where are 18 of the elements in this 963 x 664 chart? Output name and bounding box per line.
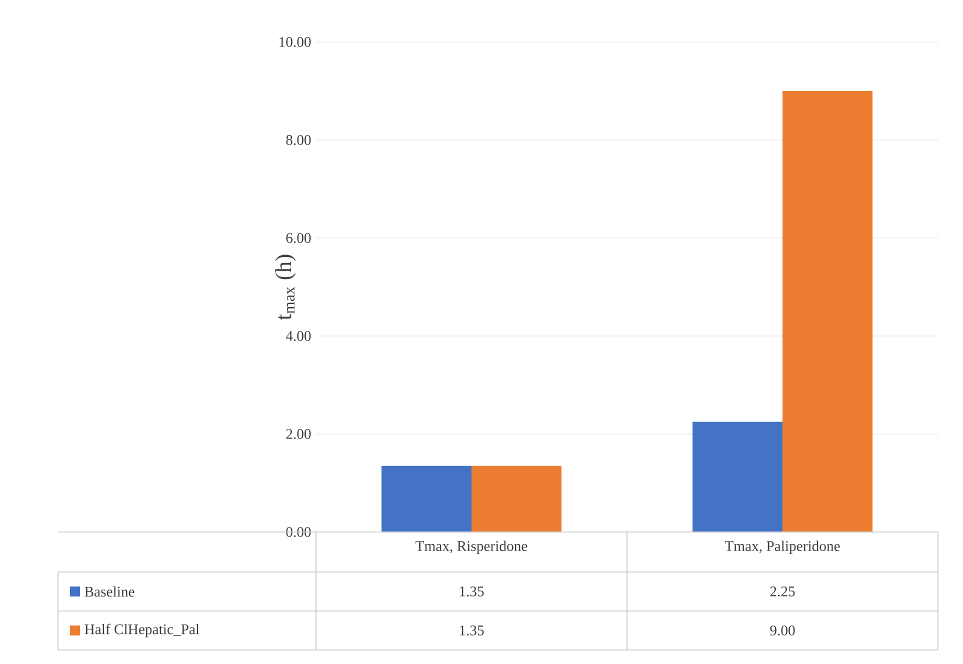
bar xyxy=(382,466,472,532)
y-tick-label: 4.00 xyxy=(286,331,311,341)
y-axis-title: t$_{max}$ (h) xyxy=(275,254,296,320)
bar xyxy=(692,422,783,532)
x-tick-label: Tmax, Paliperidone xyxy=(724,540,840,554)
y-tick-label: 10.00 xyxy=(280,37,311,47)
x-tick-label: Tmax, Risperidone xyxy=(416,540,528,554)
legend-label: Baseline xyxy=(84,586,134,597)
y-tick-label: 6.00 xyxy=(286,233,311,243)
data-label: 2.25 xyxy=(770,586,795,596)
bar xyxy=(782,90,873,532)
data-label: 1.35 xyxy=(460,626,484,636)
y-tick-label: 8.00 xyxy=(286,135,311,145)
legend-label: Half ClHepatic_Pal xyxy=(84,624,200,638)
data-label: 9.00 xyxy=(770,626,795,636)
y-tick-label: 2.00 xyxy=(286,429,311,439)
bar xyxy=(472,466,562,532)
data-label: 1.35 xyxy=(460,586,484,596)
